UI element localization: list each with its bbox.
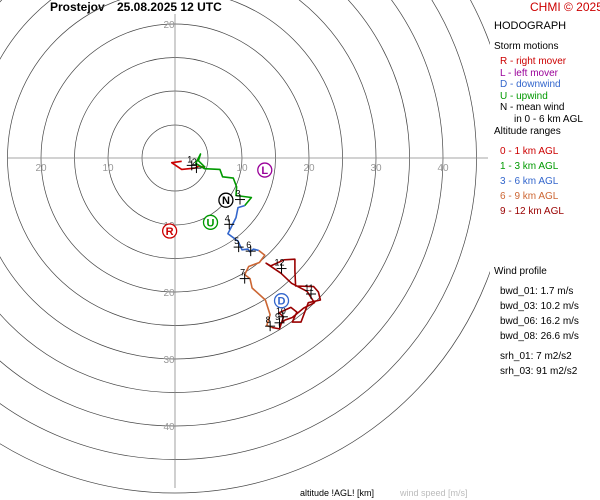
storm-marker-label: U (207, 217, 215, 229)
range-rings (0, 0, 490, 494)
station-name: Prostejov (50, 0, 105, 14)
storm-marker-label: N (222, 195, 230, 207)
panel-title: HODOGRAPH (494, 20, 567, 32)
altitude-label: altitude !AGL! [km] (300, 488, 375, 498)
panel-line: N - mean wind (500, 102, 565, 113)
altitude-label: 6 (246, 240, 251, 250)
range-ring (0, 0, 490, 494)
range-ring (0, 0, 477, 460)
altitude-mark: 8 (265, 315, 276, 332)
altitude-mark: 4 (224, 213, 235, 230)
storm-motion-markers: R L D UN (161, 162, 290, 309)
x-tick-label: 40 (437, 163, 449, 174)
altitude-label: 12 (275, 258, 285, 268)
hodograph-plot: 201010203040201010203040 123456789101112… (0, 0, 490, 494)
panel-line: U - upwind (500, 90, 548, 102)
range-ring (0, 0, 377, 360)
storm-marker-circle (257, 162, 273, 178)
storm-marker: N (218, 192, 234, 208)
storm-marker-circle (161, 223, 178, 239)
y-tick-label: 30 (163, 355, 175, 366)
panel-line: R - right mover (500, 56, 567, 67)
y-tick-label: 20 (163, 288, 175, 299)
panel-line: 0 - 1 km AGL (500, 146, 559, 157)
wind-speed-label: wind speed [m/s] (400, 488, 468, 498)
x-tick-label: 10 (236, 163, 248, 174)
range-ring (0, 0, 444, 427)
storm-marker-label: R (166, 226, 174, 238)
altitude-label: 7 (240, 268, 245, 278)
panel-line: bwd_01: 1.7 m/s (500, 286, 574, 297)
altitude-label: 1 (187, 154, 192, 164)
panel-line: L - left mover (500, 67, 558, 79)
hodograph-segment (243, 249, 273, 329)
copyright: CHMI © 2025 (530, 0, 600, 14)
storm-marker-circle (202, 214, 219, 230)
altitude-ranges-heading: Altitude ranges (494, 126, 561, 137)
storm-motions-heading: Storm motions (494, 41, 559, 52)
storm-marker-label: D (278, 296, 286, 308)
x-tick-label: 20 (303, 163, 315, 174)
altitude-mark: 2 (191, 157, 202, 174)
x-tick-label: 30 (370, 163, 382, 174)
hodograph-segment (195, 153, 253, 207)
legend-panel: HODOGRAPH Storm motions R - right mover L… (494, 0, 600, 500)
panel-line: srh_01: 7 m2/s2 (500, 351, 572, 362)
panel-line: bwd_03: 10.2 m/s (500, 301, 579, 312)
altitude-mark: 10 (276, 306, 288, 322)
altitude-label: 9 (275, 312, 280, 322)
altitude-label: 3 (235, 189, 240, 199)
altitude-mark: 5 (233, 236, 244, 253)
wind-profile-heading: Wind profile (494, 266, 547, 277)
panel-line: 1 - 3 km AGL (500, 161, 559, 172)
y-tick-label: 40 (163, 422, 175, 433)
panel-line: in 0 - 6 km AGL (514, 113, 583, 125)
panel-line: 6 - 9 km AGL (500, 191, 559, 202)
datetime: 25.08.2025 12 UTC (117, 0, 222, 14)
altitude-label: 4 (225, 213, 230, 223)
altitude-mark: 11 (304, 283, 317, 300)
y-tick-label: 20 (163, 20, 175, 31)
panel-line: srh_03: 91 m2/s2 (500, 366, 578, 377)
altitude-label: 2 (192, 157, 197, 167)
altitude-mark: 3 (234, 189, 245, 205)
altitude-mark: 1 (186, 154, 197, 171)
panel-line: 3 - 6 km AGL (500, 176, 559, 187)
storm-marker: D (273, 293, 290, 309)
storm-marker: L (257, 162, 273, 178)
altitude-mark: 6 (245, 240, 256, 257)
range-ring (0, 0, 410, 393)
altitude-label: 5 (234, 236, 239, 246)
x-tick-label: 20 (35, 163, 47, 174)
hodograph-segment (265, 258, 322, 330)
panel-line: bwd_08: 26.6 m/s (500, 331, 579, 342)
x-tick-label: 10 (102, 163, 114, 174)
altitude-label: 10 (276, 306, 286, 316)
panel-line: D - downwind (500, 79, 561, 90)
altitude-mark: 7 (239, 268, 250, 284)
storm-marker-label: L (261, 165, 268, 177)
altitude-label: 8 (266, 315, 271, 325)
storm-marker-circle (273, 293, 290, 309)
altitude-mark: 12 (275, 258, 287, 274)
storm-marker-circle (218, 192, 234, 208)
storm-marker: R (161, 223, 178, 239)
hodograph-segment (227, 204, 260, 253)
tick-labels: 201010203040201010203040 (35, 20, 449, 433)
panel-line: 9 - 12 km AGL (500, 206, 564, 217)
storm-marker: U (202, 214, 219, 230)
altitude-label: 11 (304, 283, 313, 293)
axes (8, 14, 488, 488)
panel-line: bwd_06: 16.2 m/s (500, 316, 579, 327)
altitude-mark: 9 (274, 312, 285, 328)
